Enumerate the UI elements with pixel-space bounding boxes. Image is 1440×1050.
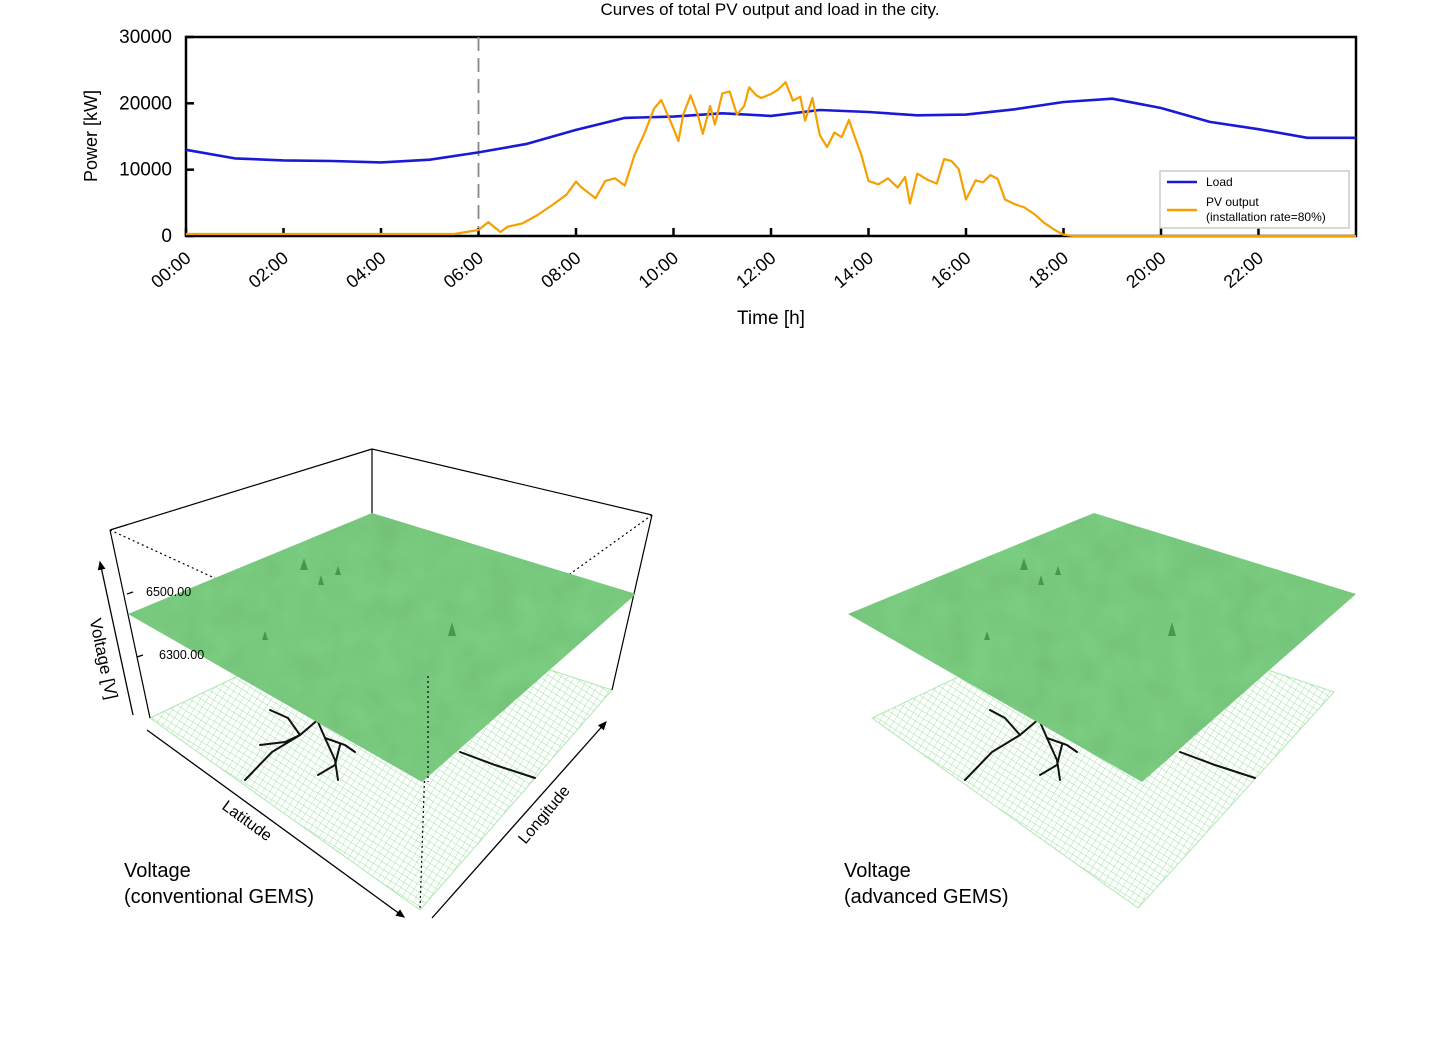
y-tick-label: 20000 [119, 93, 172, 114]
caption-right-line1: Voltage [844, 860, 911, 882]
caption-right-line2: (advanced GEMS) [844, 886, 1009, 908]
chart-title: Curves of total PV output and load in th… [601, 0, 940, 19]
caption-left-line2: (conventional GEMS) [124, 886, 314, 908]
x-tick-label: 14:00 [830, 248, 877, 292]
surface-panel-conventional: 6500.00 6300.00 Voltage [V] Latitude Lon… [86, 448, 653, 919]
voltage-surface-right [848, 513, 1356, 782]
x-tick-label: 06:00 [440, 248, 487, 292]
series-line-load [185, 97, 1356, 164]
series-line-pv-output [186, 81, 1356, 238]
feeder-network-right [964, 709, 1256, 781]
z-tick-label-6500: 6500.00 [146, 585, 191, 599]
longitude-axis-arrow [431, 721, 607, 919]
y-axis-label: Power [kW] [81, 90, 101, 182]
y-tick-label: 0 [161, 226, 172, 247]
latitude-axis-label: Latitude [219, 798, 275, 845]
voltage-surface [128, 513, 636, 782]
x-tick-label: 04:00 [342, 248, 389, 292]
x-tick-label: 10:00 [635, 248, 682, 292]
z-tick-label-6300: 6300.00 [159, 648, 204, 662]
x-tick-label: 22:00 [1220, 248, 1267, 292]
z-tick-6300 [136, 654, 144, 658]
x-tick-label: 00:00 [147, 248, 194, 292]
x-tick-label: 18:00 [1025, 248, 1072, 292]
x-axis-ticks: 00:00 02:00 04:00 06:00 08:00 10:00 12:00 14:00… [147, 228, 1267, 292]
y-axis-ticks: 0 10000 20000 30000 [119, 27, 194, 247]
x-tick-label: 16:00 [927, 248, 974, 292]
z-axis-label: Voltage [V] [86, 617, 122, 701]
x-axis-label: Time [h] [737, 308, 805, 329]
surface-panel-advanced: Voltage (advanced GEMS) [844, 513, 1356, 909]
legend-label-pv: PV output [1206, 195, 1259, 209]
z-tick-6500 [126, 591, 134, 595]
legend: Load PV output (installation rate=80%) [1159, 170, 1350, 229]
line-chart: Curves of total PV output and load in th… [81, 0, 1358, 329]
x-tick-label: 02:00 [245, 248, 292, 292]
legend-label-load: Load [1206, 175, 1233, 189]
latitude-axis-arrow [146, 729, 406, 918]
feeder-network [244, 709, 536, 781]
surface-spikes [262, 558, 456, 640]
x-tick-label: 20:00 [1122, 248, 1169, 292]
legend-box [1159, 170, 1350, 229]
z-axis-arrow [97, 560, 134, 716]
y-tick-label: 10000 [119, 160, 172, 181]
caption-left-line1: Voltage [124, 860, 191, 882]
series-layer [185, 81, 1356, 238]
y-tick-label: 30000 [119, 27, 172, 48]
surface-spikes-right [984, 558, 1176, 640]
x-tick-label: 12:00 [732, 248, 779, 292]
legend-label-pv-note: (installation rate=80%) [1206, 210, 1326, 224]
x-tick-label: 08:00 [537, 248, 584, 292]
